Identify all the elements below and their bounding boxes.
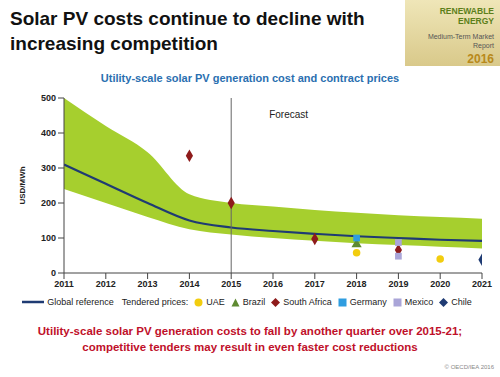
svg-text:2017: 2017: [305, 279, 325, 289]
svg-text:300: 300: [41, 163, 56, 173]
html-text:Solar PV costs continue to dec: Solar PV costs continue to decline with …: [10, 8, 365, 54]
html-text:Medium-Term Market Report: Medium-Term Market Report: [427, 33, 494, 49]
svg-text:100: 100: [41, 233, 56, 243]
svg-text:500: 500: [41, 93, 56, 103]
html-text:2016: 2016: [467, 52, 494, 66]
html-text:Mexico: Mexico: [404, 297, 434, 307]
svg-text:2013: 2013: [138, 279, 158, 289]
html-text:UAE: UAE: [206, 297, 225, 307]
svg-text:2020: 2020: [430, 279, 450, 289]
html-text:Chile: Chile: [451, 297, 472, 307]
svg-text:2019: 2019: [388, 279, 408, 289]
html-text:Brazil: Brazil: [242, 297, 266, 307]
html-text:Utility-scale solar PV generat: Utility-scale solar PV generation cost a…: [100, 72, 400, 84]
svg-text:2016: 2016: [263, 279, 283, 289]
svg-text:2021: 2021: [472, 279, 492, 289]
svg-text:USD/MWh: USD/MWh: [18, 166, 27, 204]
html-text:Global reference: Global reference: [47, 297, 114, 307]
html-text:Utility-scale solar PV generat: Utility-scale solar PV generation costs …: [37, 325, 463, 337]
html-text:© OECD/IEA 2016: © OECD/IEA 2016: [444, 364, 494, 370]
html-text:South Africa: South Africa: [283, 297, 332, 307]
svg-text:2012: 2012: [96, 279, 116, 289]
svg-text:2015: 2015: [221, 279, 241, 289]
svg-text:2014: 2014: [179, 279, 199, 289]
svg-text:2018: 2018: [347, 279, 367, 289]
html-text:Tendered prices:: Tendered prices:: [121, 297, 189, 307]
html-text:Germany: Germany: [349, 297, 387, 307]
svg-text:200: 200: [41, 198, 56, 208]
html-text:competitive tenders may result: competitive tenders may result in even f…: [82, 341, 418, 353]
svg-text:400: 400: [41, 128, 56, 138]
svg-text:2011: 2011: [54, 279, 74, 289]
svg-text:Forecast: Forecast: [269, 109, 308, 120]
svg-text:0: 0: [51, 268, 56, 278]
html-text:RENEWABLE ENERGY: RENEWABLE ENERGY: [439, 6, 494, 26]
